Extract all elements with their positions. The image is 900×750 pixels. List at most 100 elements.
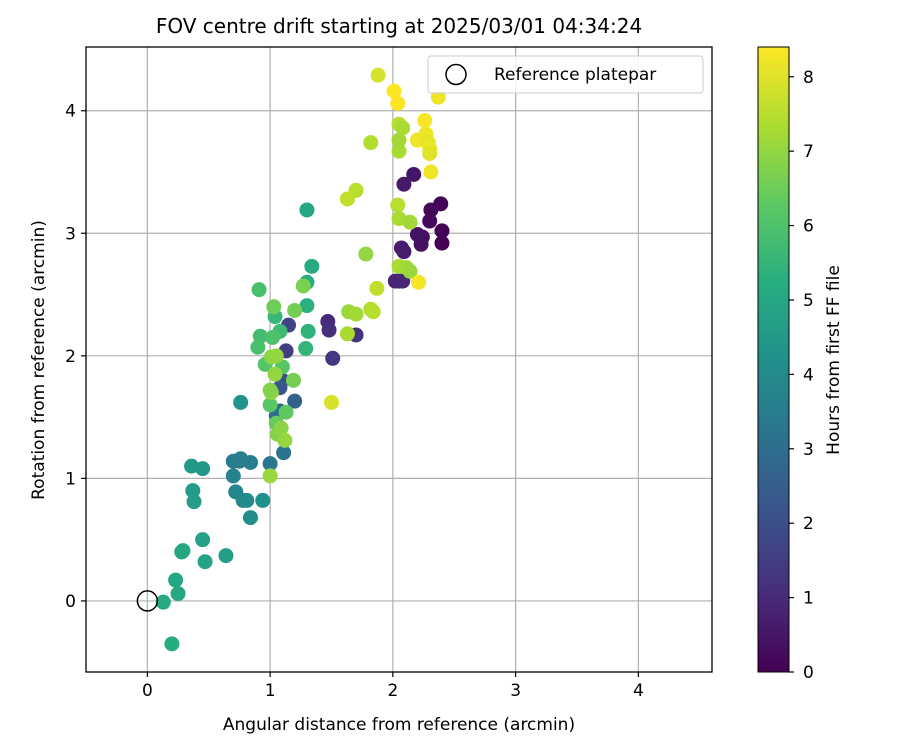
colorbar-tick-label: 5 [803, 291, 814, 311]
data-point [186, 494, 202, 510]
data-point [300, 323, 316, 339]
data-point [266, 299, 282, 315]
data-point [386, 83, 402, 99]
data-point [411, 274, 427, 290]
data-point [390, 95, 406, 111]
data-point [278, 404, 294, 420]
data-point [402, 214, 418, 230]
data-point [233, 394, 249, 410]
x-tick-label: 3 [510, 681, 521, 701]
data-point [348, 306, 364, 322]
data-point [277, 432, 293, 448]
scatter-points [136, 67, 450, 652]
data-point [268, 348, 284, 364]
data-point [197, 554, 213, 570]
colorbar-tick-label: 0 [803, 663, 814, 683]
data-point [370, 67, 386, 83]
data-point [255, 492, 271, 508]
data-point [168, 572, 184, 588]
data-point [358, 246, 374, 262]
data-point [391, 143, 407, 159]
data-point [321, 322, 337, 338]
data-point [170, 586, 186, 602]
legend-box [427, 55, 704, 94]
x-axis-label: Angular distance from reference (arcmin) [223, 715, 575, 735]
y-tick-label: 4 [65, 102, 76, 122]
data-point [369, 280, 385, 296]
y-tick-label: 2 [65, 347, 76, 367]
axes-frame [85, 46, 713, 673]
data-point [402, 263, 418, 279]
data-point [391, 132, 407, 148]
y-axis-label: Rotation from reference (arcmin) [29, 220, 49, 500]
data-point [265, 329, 281, 345]
colorbar-gradient [757, 46, 790, 673]
colorbar-tick-label: 7 [803, 142, 814, 162]
data-point [195, 532, 211, 548]
y-tick-label: 0 [65, 592, 76, 612]
x-tick-label: 0 [142, 681, 153, 701]
reference-point-marker [136, 590, 159, 612]
colorbar-ticks: 0 1 2 3 4 5 6 7 8 [789, 68, 814, 683]
data-point [339, 326, 355, 342]
legend-entry-reference: Reference platepar [494, 65, 656, 85]
y-tick-label: 1 [65, 469, 76, 489]
data-point [262, 397, 278, 413]
legend: Reference platepar [427, 55, 704, 94]
data-point [396, 244, 412, 260]
data-point [287, 302, 303, 318]
data-point [422, 146, 438, 162]
data-point [434, 223, 450, 239]
data-point [434, 235, 450, 251]
data-point [304, 258, 320, 274]
data-point [409, 227, 425, 242]
data-point [348, 182, 364, 198]
data-point [298, 340, 314, 356]
colorbar-tick-label: 3 [803, 440, 814, 460]
data-point [363, 135, 379, 151]
data-point [285, 372, 301, 388]
data-point [262, 382, 278, 398]
axis-ticks: 0 1 2 3 4 0 1 2 3 4 [65, 102, 644, 701]
data-point [395, 120, 411, 136]
data-point [417, 113, 433, 129]
data-point [184, 458, 200, 474]
data-point [242, 454, 258, 470]
y-tick-label: 3 [65, 224, 76, 244]
data-point [325, 350, 341, 366]
data-point [365, 304, 381, 320]
data-point [287, 393, 303, 409]
colorbar-tick-label: 6 [803, 217, 814, 237]
colorbar: 0 1 2 3 4 5 6 7 8 Hours from first FF file [757, 46, 844, 683]
data-point [299, 298, 315, 314]
data-point [390, 197, 406, 213]
colorbar-label: Hours from first FF file [824, 265, 844, 455]
data-point [155, 594, 171, 610]
data-point [423, 164, 439, 180]
data-point [396, 176, 412, 192]
data-point [251, 282, 267, 298]
data-point [250, 339, 266, 355]
x-tick-label: 4 [633, 681, 644, 701]
data-point [273, 420, 289, 436]
data-point [423, 202, 439, 218]
data-point [276, 445, 292, 461]
data-point [406, 166, 422, 182]
colorbar-tick-label: 2 [803, 514, 814, 534]
data-point [422, 213, 438, 229]
data-point [295, 278, 311, 294]
legend-marker-reference [445, 63, 467, 86]
colorbar-tick-label: 1 [803, 589, 814, 609]
x-tick-label: 2 [387, 681, 398, 701]
data-point [323, 394, 339, 410]
data-point [239, 492, 255, 508]
data-point [185, 483, 201, 499]
chart-title: FOV centre drift starting at 2025/03/01 … [156, 14, 642, 38]
x-tick-label: 1 [265, 681, 276, 701]
data-point [267, 366, 283, 382]
data-point [225, 453, 241, 469]
data-point [175, 543, 191, 559]
data-point [242, 510, 258, 526]
data-point [299, 202, 315, 218]
